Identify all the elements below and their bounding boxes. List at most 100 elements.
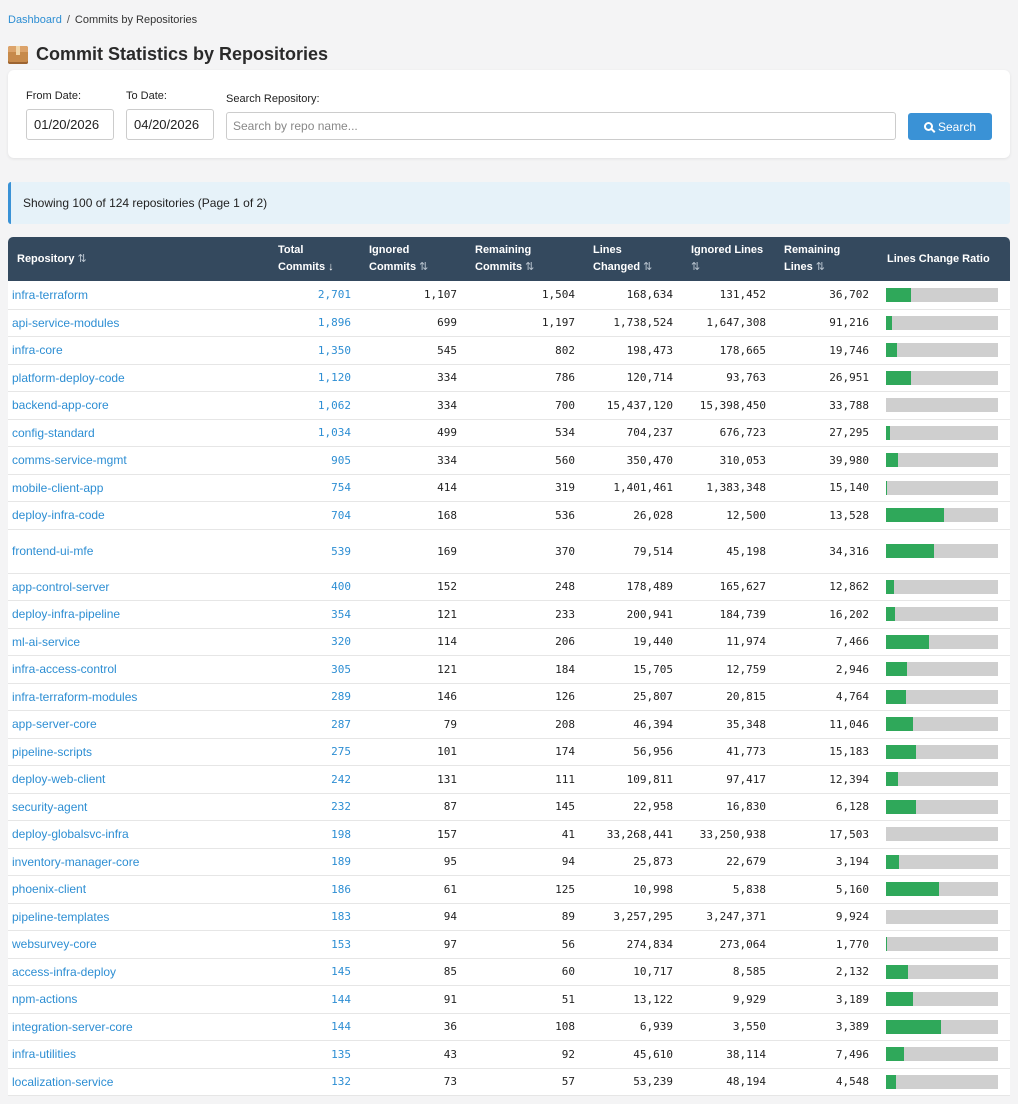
table-row: security-agent 232 87 145 22,958 16,830 6,128 [8,793,1010,821]
total-commits-link[interactable]: 2,701 [269,281,360,310]
repo-name-link[interactable]: deploy-infra-pipeline [8,600,269,629]
ignored-lines-cell: 676,723 [682,419,775,447]
repo-name-link[interactable]: pipeline-scripts [8,738,269,766]
total-commits-link[interactable]: 232 [269,793,360,821]
repo-name-link[interactable]: npm-actions [8,985,269,1014]
remaining-commits-cell: 786 [466,364,584,392]
repo-name-link[interactable]: deploy-infra-code [8,501,269,530]
remaining-commits-cell: 174 [466,738,584,766]
ignored-commits-cell: 43 [360,1040,466,1069]
repo-name-link[interactable]: inventory-manager-core [8,848,269,876]
column-header-ignored-commits[interactable]: Ignored Commits ⇅ [360,237,466,281]
total-commits-link[interactable]: 1,896 [269,309,360,337]
total-commits-link[interactable]: 135 [269,1040,360,1069]
repo-name-link[interactable]: deploy-web-client [8,765,269,794]
table-row: integration-server-core 144 36 108 6,939 3,55… [8,1013,1010,1041]
repo-name-link[interactable]: localization-service [8,1068,269,1096]
column-header-ignored-lines[interactable]: Ignored Lines ⇅ [682,237,775,281]
repo-name-link[interactable]: infra-terraform [8,281,269,310]
column-header-remaining-lines[interactable]: Remaining Lines ⇅ [775,237,878,281]
sort-toggle-icon[interactable]: ⇅ [77,252,87,265]
total-commits-link[interactable]: 305 [269,655,360,684]
total-commits-link[interactable]: 132 [269,1068,360,1096]
repo-name-link[interactable]: websurvey-core [8,930,269,959]
remaining-commits-cell: 536 [466,501,584,530]
total-commits-link[interactable]: 189 [269,848,360,876]
repo-name-link[interactable]: infra-terraform-modules [8,683,269,711]
total-commits-link[interactable]: 1,350 [269,336,360,365]
total-commits-link[interactable]: 287 [269,710,360,739]
repo-name-link[interactable]: app-control-server [8,573,269,601]
to-date-input[interactable] [126,109,214,140]
total-commits-link[interactable]: 400 [269,573,360,601]
total-commits-link[interactable]: 905 [269,446,360,475]
repo-name-link[interactable]: infra-core [8,336,269,365]
lines-change-ratio-cell [878,930,1010,959]
total-commits-link[interactable]: 320 [269,628,360,656]
ratio-bar-track [886,480,998,495]
lines-change-ratio-cell [878,419,1010,447]
total-commits-link[interactable]: 1,062 [269,391,360,420]
total-commits-link[interactable]: 754 [269,474,360,502]
repo-name-link[interactable]: mobile-client-app [8,474,269,502]
ratio-bar-fill [886,508,945,522]
ratio-bar-track [886,544,998,558]
total-commits-link[interactable]: 1,034 [269,419,360,447]
search-button[interactable]: Search [908,113,992,140]
sort-toggle-icon[interactable]: ⇅ [419,261,429,273]
total-commits-link[interactable]: 145 [269,958,360,986]
remaining-commits-cell: 534 [466,419,584,447]
column-header-remaining-commits[interactable]: Remaining Commits ⇅ [466,237,584,281]
total-commits-link[interactable]: 704 [269,501,360,530]
repo-name-link[interactable]: security-agent [8,793,269,821]
total-commits-link[interactable]: 144 [269,1013,360,1041]
lines-change-ratio-cell [878,529,1010,574]
repo-name-link[interactable]: infra-utilities [8,1040,269,1069]
repo-name-link[interactable]: phoenix-client [8,875,269,904]
ignored-lines-cell: 1,383,348 [682,474,775,502]
repo-name-link[interactable]: comms-service-mgmt [8,446,269,475]
total-commits-link[interactable]: 242 [269,765,360,794]
repo-name-link[interactable]: access-infra-deploy [8,958,269,986]
repo-name-link[interactable]: api-service-modules [8,309,269,337]
total-commits-link[interactable]: 144 [269,985,360,1014]
breadcrumb: Dashboard / Commits by Repositories [8,14,197,26]
remaining-lines-cell: 19,746 [775,336,878,365]
column-header-repository[interactable]: Repository ⇅ [8,237,269,281]
column-header-total-commits[interactable]: Total Commits ↓ [269,237,360,281]
from-date-input[interactable] [26,109,114,140]
search-input[interactable] [226,112,896,140]
repo-name-link[interactable]: platform-deploy-code [8,364,269,392]
total-commits-link[interactable]: 289 [269,683,360,711]
total-commits-link[interactable]: 198 [269,820,360,849]
sort-toggle-icon[interactable]: ⇅ [815,261,826,273]
repo-name-link[interactable]: app-server-core [8,710,269,739]
repo-name-link[interactable]: infra-access-control [8,655,269,684]
repo-name-link[interactable]: deploy-globalsvc-infra [8,820,269,849]
repo-name-link[interactable]: backend-app-core [8,391,269,420]
lines-changed-cell: 1,738,524 [584,309,682,337]
column-header-label: Remaining [784,244,841,256]
sort-toggle-icon[interactable]: ⇅ [691,261,701,273]
sort-toggle-icon[interactable]: ⇅ [525,261,535,273]
sort-toggle-icon[interactable]: ⇅ [643,261,653,273]
search-repository-label: Search Repository: [226,93,320,105]
repo-name-link[interactable]: ml-ai-service [8,628,269,656]
repo-name-link[interactable]: pipeline-templates [8,903,269,931]
ratio-bar-track [886,799,998,814]
sort-desc-icon[interactable]: ↓ [328,261,334,273]
total-commits-link[interactable]: 539 [269,529,360,574]
repo-name-link[interactable]: frontend-ui-mfe [8,529,269,574]
total-commits-link[interactable]: 354 [269,600,360,629]
breadcrumb-dashboard-link[interactable]: Dashboard [8,14,62,26]
column-header-lines-changed[interactable]: Lines Changed ⇅ [584,237,682,281]
ignored-lines-cell: 131,452 [682,281,775,310]
repo-name-link[interactable]: config-standard [8,419,269,447]
total-commits-link[interactable]: 186 [269,875,360,904]
total-commits-link[interactable]: 275 [269,738,360,766]
total-commits-link[interactable]: 183 [269,903,360,931]
repo-name-link[interactable]: integration-server-core [8,1013,269,1041]
lines-changed-cell: 26,028 [584,501,682,530]
total-commits-link[interactable]: 1,120 [269,364,360,392]
total-commits-link[interactable]: 153 [269,930,360,959]
